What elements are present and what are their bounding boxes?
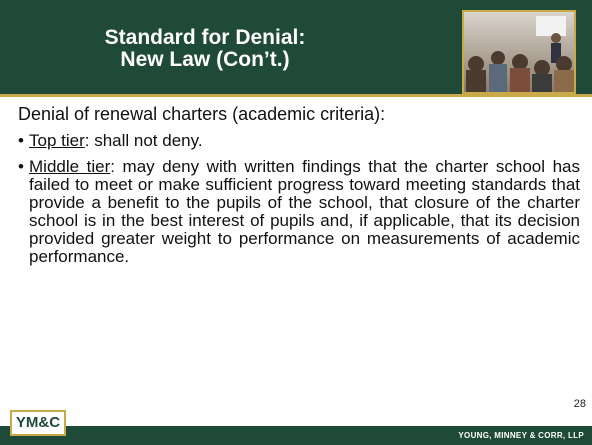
bullet-label: Top tier [29,131,85,150]
header-rule [0,94,592,97]
bullet: Middle tier: may deny with written findi… [18,158,580,266]
slide-body: Denial of renewal charters (academic cri… [18,102,580,274]
title-line: Standard for Denial: [40,27,370,49]
logo: YM&C [10,410,66,436]
header-photo [462,10,576,94]
intro-text: Denial of renewal charters (academic cri… [18,102,580,126]
footer-bar: YOUNG, MINNEY & CORR, LLP [0,426,592,445]
slide: Standard for Denial: New Law (Con’t.) De… [0,0,592,445]
firm-name: YOUNG, MINNEY & CORR, LLP [458,431,584,440]
bullet-label: Middle tier [29,157,110,176]
bullet-text: : shall not deny. [85,131,203,150]
title-line: New Law (Con’t.) [40,49,370,71]
bullet: Top tier: shall not deny. [18,132,580,150]
page-number: 28 [574,398,586,410]
bullet-text: : may deny with written findings that th… [29,157,580,266]
slide-title: Standard for Denial: New Law (Con’t.) [40,27,370,71]
